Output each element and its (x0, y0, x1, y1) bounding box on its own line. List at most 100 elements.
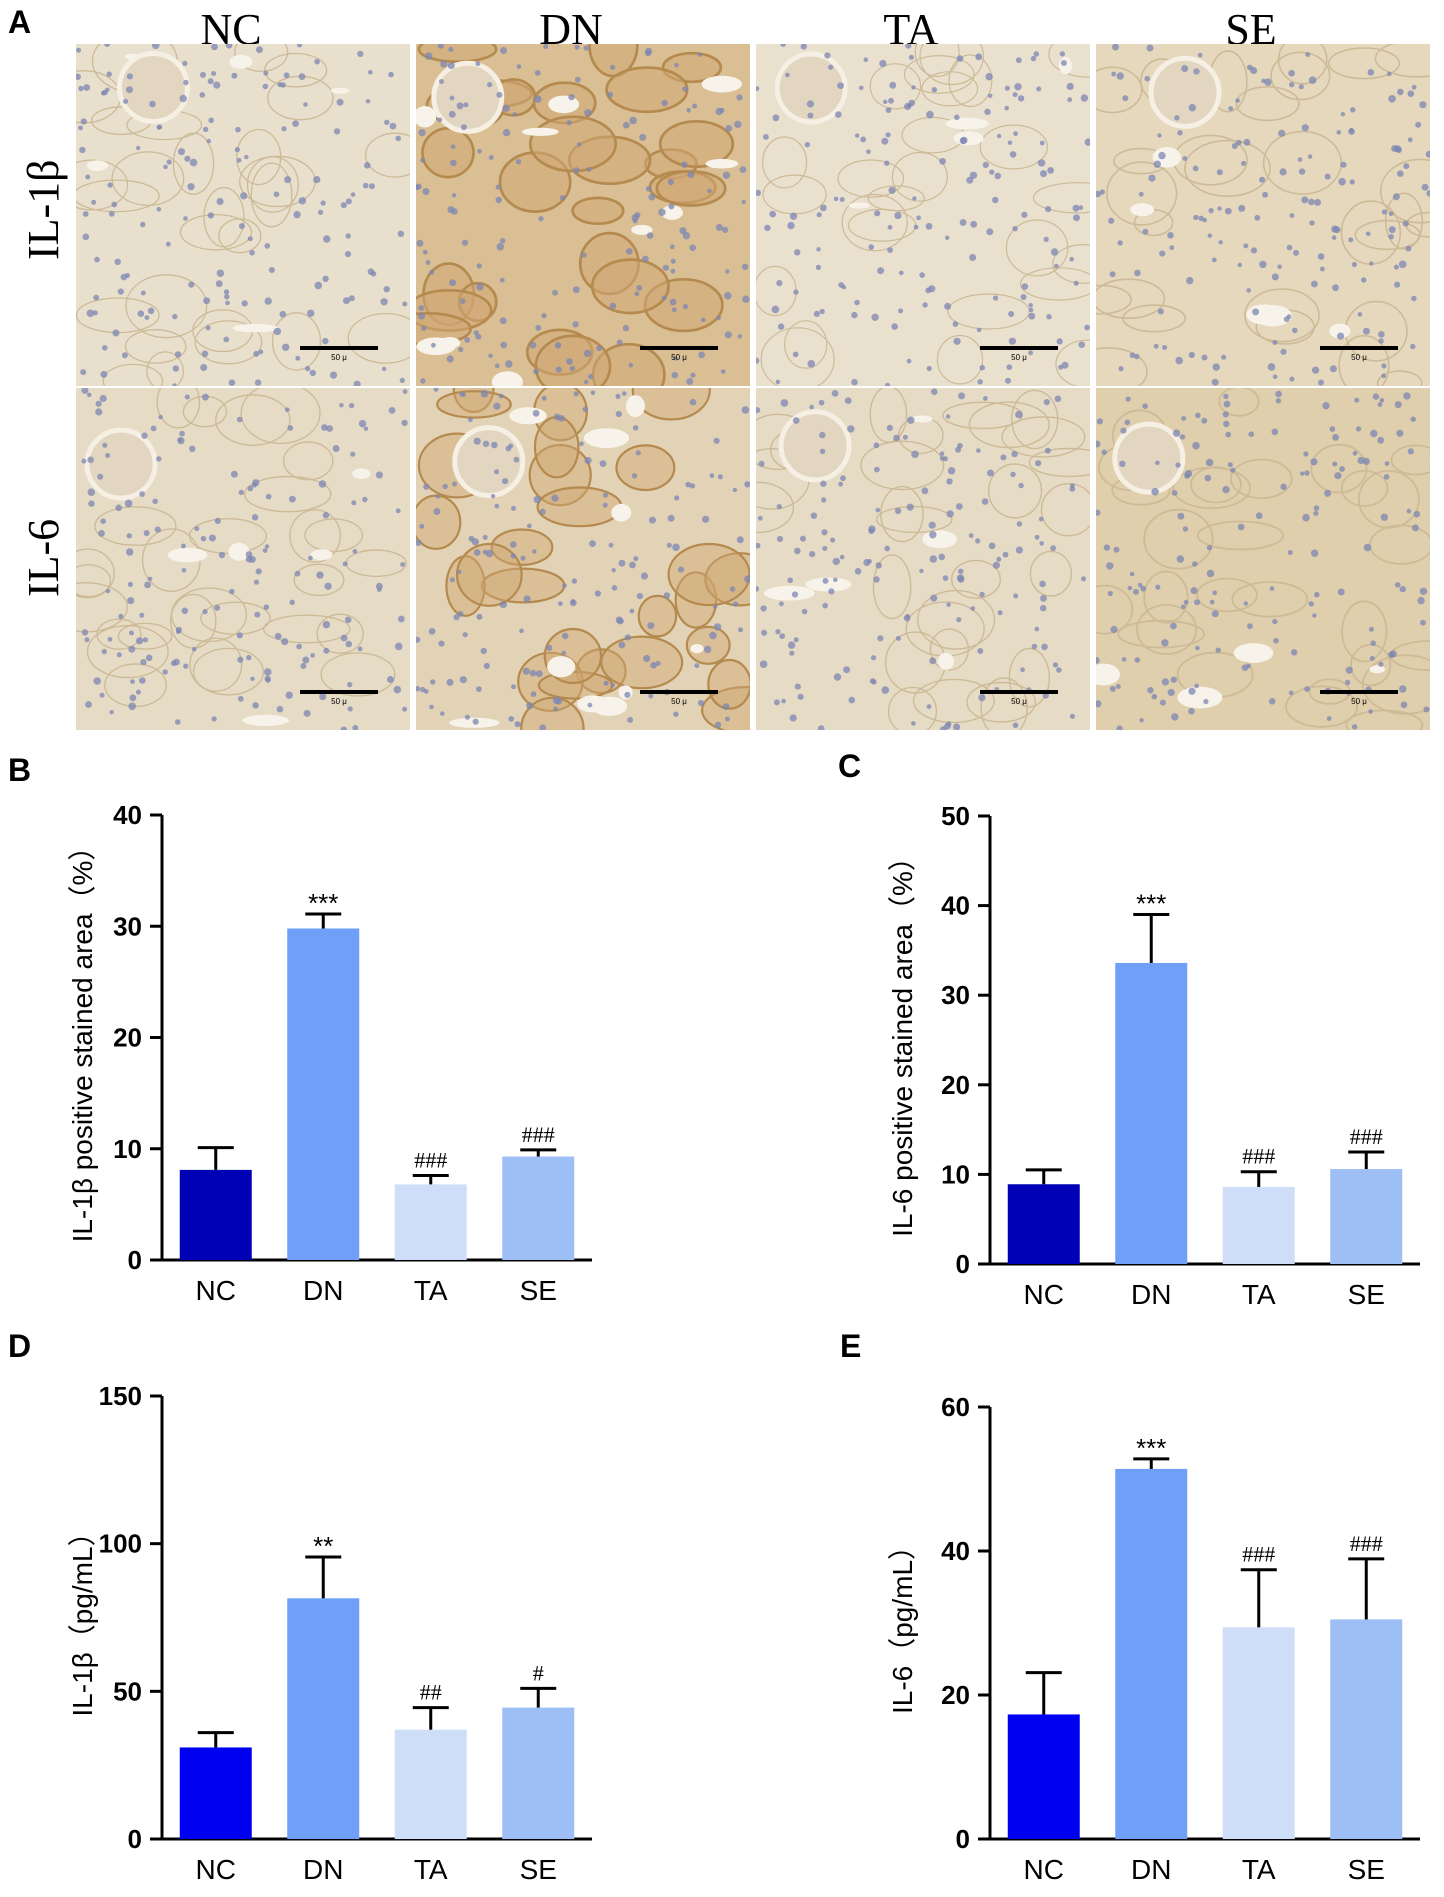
x-tick-label-dn: DN (1131, 1854, 1171, 1885)
y-tick-label: 60 (941, 1392, 970, 1422)
significance-se: ### (1350, 1531, 1383, 1556)
y-tick-label: 0 (128, 1245, 142, 1275)
y-tick-label: 40 (941, 1536, 970, 1566)
histology-image-il1-se: 50 μ (1096, 44, 1430, 386)
bar-nc (1007, 1184, 1080, 1264)
tissue-texture (76, 44, 410, 386)
y-tick-label: 0 (128, 1824, 142, 1854)
y-tick-label: 100 (99, 1529, 142, 1559)
y-tick-label: 20 (941, 1680, 970, 1710)
bar-se (1330, 1169, 1403, 1264)
panel-b-letter: B (8, 752, 32, 788)
y-tick-label: 0 (956, 1824, 970, 1854)
x-tick-label-se: SE (520, 1854, 557, 1885)
histology-image-il1-dn: 50 μ (416, 44, 750, 386)
scale-bar: 50 μ (1320, 346, 1398, 368)
scale-bar-label: 50 μ (671, 353, 687, 362)
x-tick-label-se: SE (1348, 1854, 1385, 1885)
x-tick-label-ta: TA (1242, 1854, 1276, 1885)
y-axis-label: IL-1β（pg/mL） (67, 1518, 98, 1716)
scale-bar-label: 50 μ (331, 353, 347, 362)
bar-ta (1222, 1627, 1295, 1839)
y-tick-label: 10 (113, 1134, 142, 1164)
scale-bar-line (980, 690, 1058, 694)
significance-ta: ### (1242, 1144, 1275, 1169)
chart-d: 0 50 100 150 IL-1β（pg/mL） NC ** DN ## TA # SE (67, 1381, 592, 1885)
bar-nc (179, 1169, 252, 1260)
scale-bar-label: 50 μ (1351, 353, 1367, 362)
scale-bar-label: 50 μ (331, 697, 347, 706)
y-tick-label: 50 (113, 1676, 142, 1706)
y-tick-label: 150 (99, 1381, 142, 1411)
scale-bar-line (980, 346, 1058, 350)
x-tick-label-nc: NC (1024, 1854, 1064, 1885)
tissue-texture (416, 388, 750, 730)
scale-bar-line (1320, 690, 1398, 694)
x-tick-label-dn: DN (303, 1854, 343, 1885)
y-tick-label: 20 (113, 1023, 142, 1053)
scale-bar-label: 50 μ (671, 697, 687, 706)
scale-bar: 50 μ (300, 346, 378, 368)
x-tick-label-nc: NC (1024, 1279, 1064, 1310)
scale-bar: 50 μ (980, 346, 1058, 368)
scale-bar: 50 μ (300, 690, 378, 712)
tissue-texture (1096, 388, 1430, 730)
histology-image-il6-dn: 50 μ (416, 388, 750, 730)
histology-image-il6-ta: 50 μ (756, 388, 1090, 730)
x-tick-label-nc: NC (196, 1275, 236, 1306)
bar-se (502, 1707, 575, 1839)
bar-dn (287, 1598, 360, 1839)
significance-se: ### (1350, 1124, 1383, 1149)
scale-bar: 50 μ (980, 690, 1058, 712)
scale-bar-label: 50 μ (1011, 697, 1027, 706)
significance-ta: ### (1242, 1542, 1275, 1567)
tissue-texture (76, 388, 408, 730)
tissue-texture (756, 44, 1090, 386)
bar-se (502, 1156, 575, 1260)
scale-bar: 50 μ (1320, 690, 1398, 712)
y-tick-label: 20 (941, 1070, 970, 1100)
bar-dn (1115, 962, 1188, 1264)
bar-dn (287, 928, 360, 1260)
y-tick-label: 50 (941, 801, 970, 831)
bar-nc (179, 1747, 252, 1839)
x-tick-label-ta: TA (414, 1275, 448, 1306)
scale-bar-line (300, 690, 378, 694)
significance-se: ### (522, 1122, 555, 1147)
significance-dn: *** (308, 888, 338, 918)
x-tick-label-dn: DN (1131, 1279, 1171, 1310)
y-tick-label: 30 (941, 980, 970, 1010)
bar-ta (1222, 1186, 1295, 1264)
bar-nc (1007, 1714, 1080, 1839)
panel-c-letter: C (838, 748, 862, 784)
significance-dn: *** (1136, 889, 1166, 919)
chart-b: 0 10 20 30 40 IL-1β positive stained area（%） N… (67, 800, 592, 1306)
histology-image-il1-ta: 50 μ (756, 44, 1090, 386)
scale-bar-line (300, 346, 378, 350)
scale-bar: 50 μ (640, 690, 718, 712)
histology-image-il1-nc: 50 μ (76, 44, 410, 386)
chart-c: 0 10 20 30 40 50 IL-6 positive stained area（%）… (887, 801, 1420, 1310)
bar-ta (394, 1729, 467, 1839)
significance-se: # (533, 1660, 544, 1685)
y-tick-label: 40 (941, 891, 970, 921)
row-label-il6: IL-6 (19, 518, 68, 598)
y-axis-label: IL-6 positive stained area（%） (887, 843, 918, 1237)
y-tick-label: 10 (941, 1159, 970, 1189)
tissue-texture (416, 44, 750, 386)
scale-bar-line (640, 346, 718, 350)
x-tick-label-se: SE (520, 1275, 557, 1306)
x-tick-label-ta: TA (414, 1854, 448, 1885)
row-label-il1b: IL-1β (19, 159, 68, 261)
bar-ta (394, 1184, 467, 1260)
scale-bar-line (1320, 346, 1398, 350)
x-tick-label-nc: NC (196, 1854, 236, 1885)
bar-dn (1115, 1468, 1188, 1839)
y-tick-label: 30 (113, 911, 142, 941)
significance-dn: ** (313, 1531, 333, 1561)
x-tick-label-dn: DN (303, 1275, 343, 1306)
x-tick-label-ta: TA (1242, 1279, 1276, 1310)
scale-bar-label: 50 μ (1011, 353, 1027, 362)
histology-image-il6-se: 50 μ (1096, 388, 1430, 730)
tissue-texture (1096, 44, 1430, 386)
